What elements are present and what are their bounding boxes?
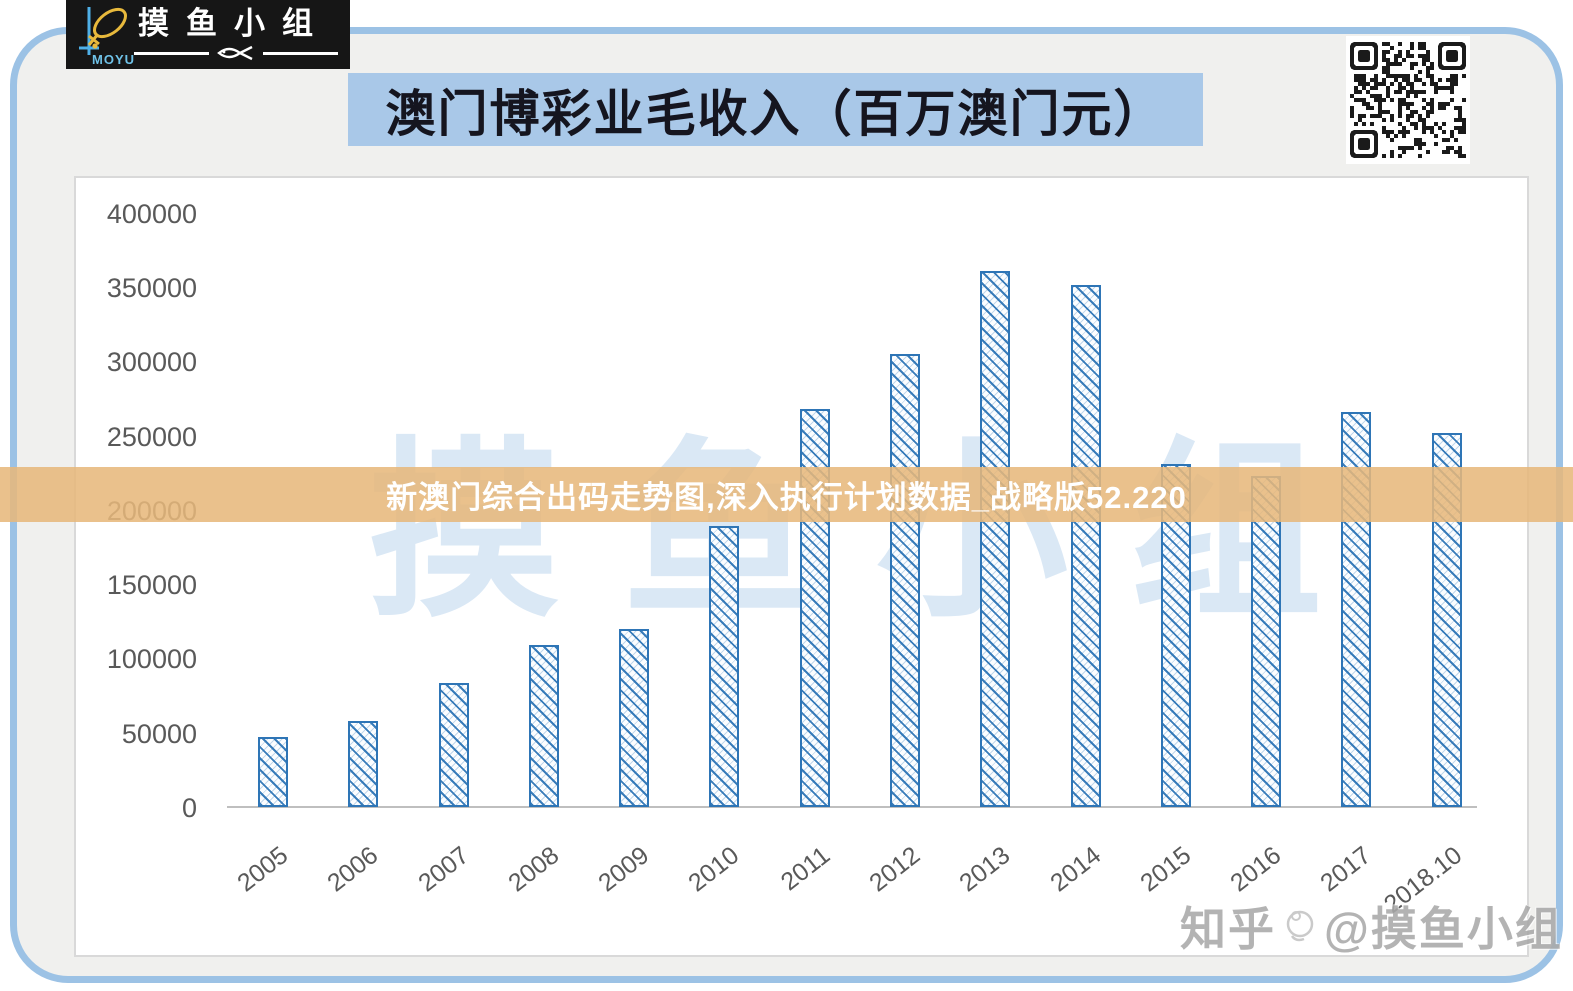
divider-line bbox=[134, 51, 209, 55]
svg-text:MOYU: MOYU bbox=[92, 52, 134, 67]
chart-title: 澳门博彩业毛收入（百万澳门元） bbox=[385, 85, 1166, 142]
brand-logo: MOYU 摸鱼小组 bbox=[66, 0, 350, 69]
brand-name-text: 摸鱼小组 bbox=[138, 5, 330, 41]
background-watermark-text: 摸鱼小组 bbox=[368, 424, 1384, 639]
fish-icon bbox=[217, 45, 253, 61]
qr-code bbox=[1346, 36, 1470, 164]
chart-title-banner: 澳门博彩业毛收入（百万澳门元） bbox=[348, 73, 1203, 146]
credit-handle: @摸鱼小组 bbox=[1324, 903, 1563, 955]
promo-watermark-text: 新澳门综合出码走势图,深入执行计划数据_战略版52.220 bbox=[386, 480, 1187, 515]
fish-doodle-icon bbox=[1286, 910, 1314, 942]
credit-prefix: 知乎 bbox=[1180, 903, 1276, 955]
zhihu-credit-watermark: 知乎 @摸鱼小组 bbox=[1180, 893, 1563, 959]
brand-divider bbox=[134, 44, 338, 62]
brand-wordmark: 摸鱼小组 bbox=[134, 5, 338, 62]
promo-watermark-banner: 新澳门综合出码走势图,深入执行计划数据_战略版52.220 bbox=[0, 467, 1573, 522]
divider-line bbox=[263, 51, 338, 55]
fish-icon: MOYU bbox=[79, 6, 134, 67]
qr-code-icon bbox=[1350, 42, 1466, 158]
